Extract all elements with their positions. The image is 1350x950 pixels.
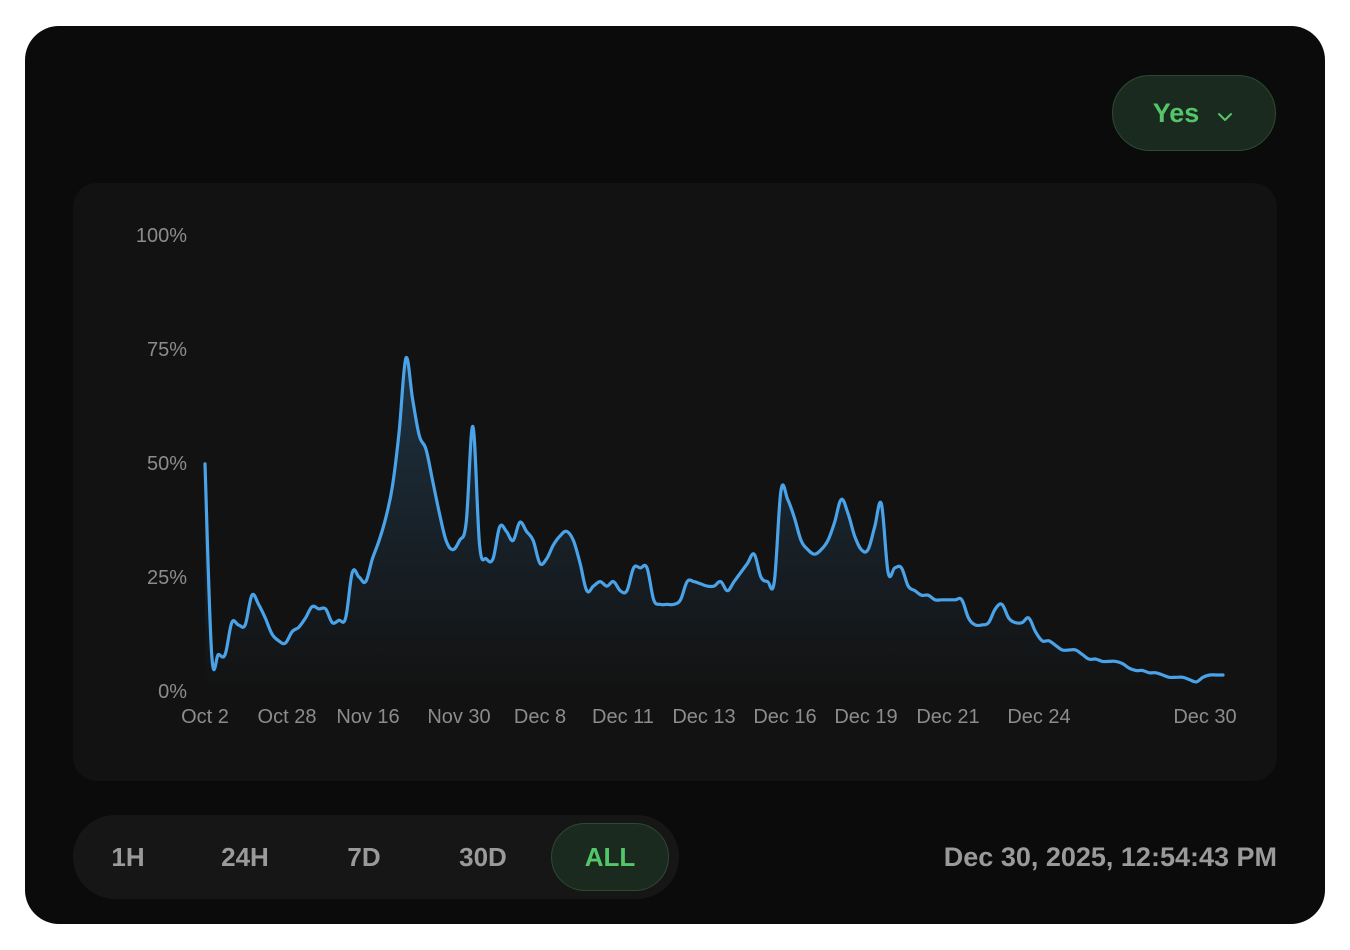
x-axis: Oct 2 Oct 28 Nov 16 Nov 30 Dec 8 Dec 11 Dec 13… <box>181 706 1237 728</box>
last-updated-timestamp: Dec 30, 2025, 12:54:43 PM <box>943 842 1277 872</box>
price-history-chart: 0% 25% 50% 75% 100% Oct 2 Oct 28 Nov 16 Nov 30 D… <box>136 225 1237 728</box>
outcome-label: Yes <box>1152 97 1200 128</box>
x-tick-label: Oct 2 <box>181 706 229 728</box>
range-button-1h[interactable]: 1H <box>111 841 145 872</box>
y-tick-label: 75% <box>147 339 187 361</box>
time-range-selector: 1H 24H 7D 30D ALL <box>73 815 679 899</box>
x-tick-label: Dec 19 <box>834 706 897 728</box>
x-tick-label: Dec 30 <box>1173 706 1236 728</box>
outcome-dropdown[interactable]: Yes <box>1112 75 1276 151</box>
price-series-line <box>203 356 1225 684</box>
range-button-30d[interactable]: 30D <box>459 841 507 872</box>
x-tick-label: Dec 24 <box>1007 706 1070 728</box>
y-tick-label: 100% <box>136 225 187 247</box>
chart-panel: 0% 25% 50% 75% 100% Oct 2 Oct 28 Nov 16 Nov 30 D… <box>73 183 1277 781</box>
range-button-all[interactable]: ALL <box>551 823 669 891</box>
x-tick-label: Dec 8 <box>514 706 566 728</box>
price-area-fill <box>205 357 1223 691</box>
x-tick-label: Nov 30 <box>427 706 490 728</box>
chevron-down-icon <box>1215 103 1235 123</box>
y-tick-label: 50% <box>147 453 187 475</box>
range-button-7d[interactable]: 7D <box>347 841 381 872</box>
x-tick-label: Oct 28 <box>258 706 317 728</box>
x-tick-label: Dec 13 <box>672 706 735 728</box>
x-tick-label: Nov 16 <box>336 706 399 728</box>
y-tick-label: 25% <box>147 567 187 589</box>
x-tick-label: Dec 16 <box>753 706 816 728</box>
x-tick-label: Dec 21 <box>916 706 979 728</box>
range-button-24h[interactable]: 24H <box>221 841 269 872</box>
y-axis: 0% 25% 50% 75% 100% <box>136 225 187 703</box>
market-chart-card: Yes 0% 25% 50% 75% 100% Oct 2 Oct 28 Nov 16 Nov… <box>25 26 1325 924</box>
y-tick-label: 0% <box>158 681 187 703</box>
x-tick-label: Dec 11 <box>592 706 654 728</box>
